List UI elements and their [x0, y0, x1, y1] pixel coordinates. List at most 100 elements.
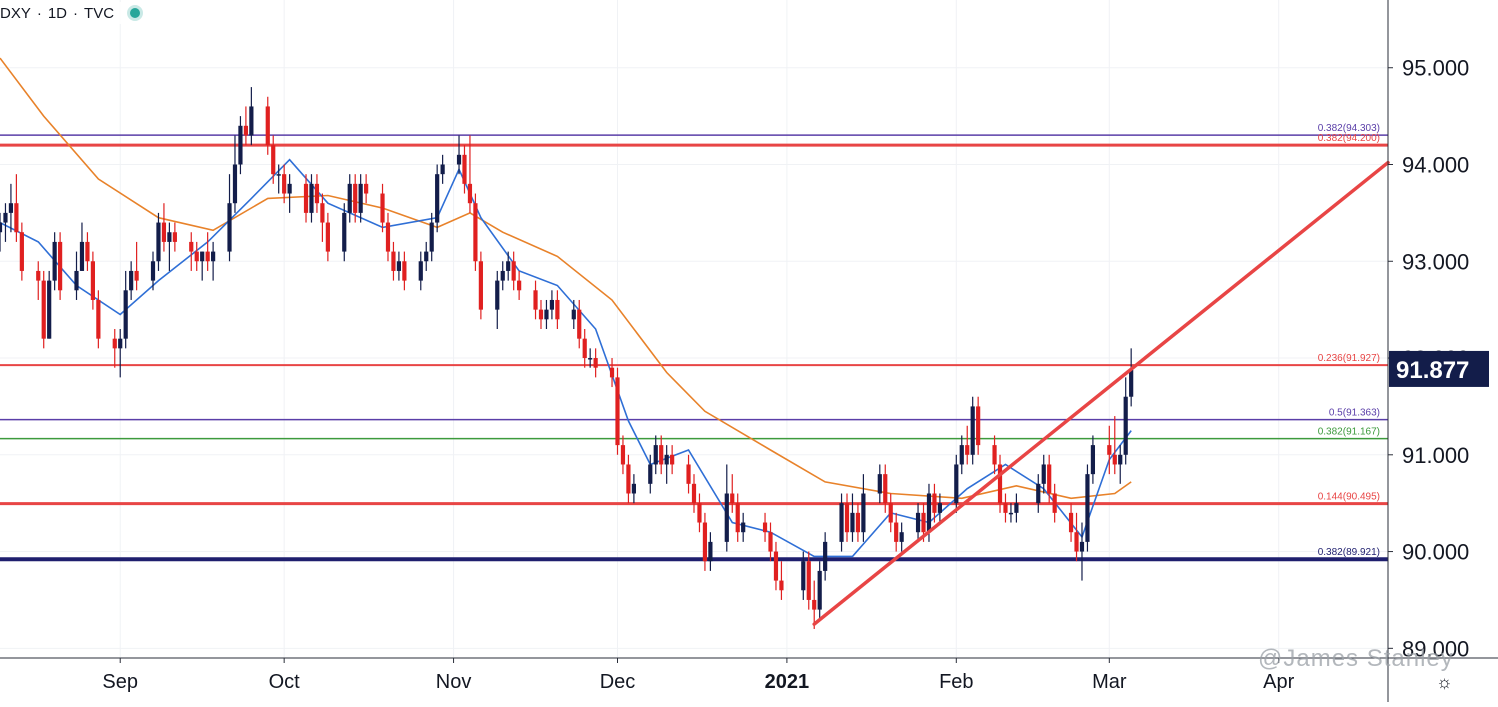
gear-icon[interactable]: ☼	[1436, 672, 1453, 692]
candle-body	[1090, 445, 1096, 475]
candle-body	[150, 261, 156, 281]
candle-body	[1107, 445, 1112, 455]
candle-body	[440, 164, 445, 175]
candles	[0, 87, 1134, 629]
candle-body	[670, 454, 675, 465]
support-trendline[interactable]	[812, 160, 1390, 626]
candle-body	[965, 445, 970, 455]
market-status-dot	[130, 8, 141, 18]
time-tick-label: Mar	[1092, 671, 1127, 693]
candle-body	[1068, 512, 1074, 533]
fib-level-label: 0.144(90.495)	[1318, 492, 1380, 503]
candle-body	[429, 222, 434, 252]
candle-body	[1052, 493, 1057, 513]
candle-body	[517, 280, 522, 291]
candle-body	[735, 503, 740, 533]
candle-body	[577, 309, 582, 339]
candle-body	[626, 464, 631, 494]
price-tick-label: 93.000	[1402, 249, 1469, 274]
candle-body	[1129, 369, 1134, 397]
candle-body	[894, 522, 899, 542]
candle-body	[976, 406, 981, 446]
candle-body	[1008, 512, 1014, 515]
candle-body	[697, 503, 702, 523]
candle-body	[478, 261, 483, 310]
candle-body	[1112, 454, 1117, 465]
candle-body	[921, 512, 926, 533]
fib-level-label: 0.5(91.363)	[1329, 408, 1380, 419]
candle-body	[41, 280, 46, 339]
candle-body	[992, 445, 997, 465]
candle-body	[1041, 464, 1046, 484]
symbol-label[interactable]: DXY	[0, 4, 31, 22]
candle-body	[773, 551, 779, 581]
candle-body	[812, 599, 817, 610]
candle-body	[1014, 503, 1019, 513]
candle-body	[364, 183, 369, 194]
candle-body	[418, 261, 423, 281]
candle-body	[232, 164, 238, 204]
candle-body	[538, 309, 544, 320]
candle-body	[659, 445, 664, 465]
candle-body	[265, 106, 270, 146]
candle-body	[959, 445, 964, 465]
time-tick-label: Apr	[1263, 671, 1294, 693]
candle-body	[495, 280, 500, 310]
candle-body	[129, 270, 134, 291]
candle-body	[609, 367, 615, 378]
time-tick-label: Nov	[436, 671, 472, 693]
candle-body	[314, 183, 320, 204]
candle-body	[888, 503, 893, 523]
candle-body	[211, 251, 216, 262]
price-tick-label: 94.000	[1402, 153, 1469, 178]
candle-body	[664, 454, 669, 465]
candle-body	[0, 222, 3, 233]
candle-body	[954, 464, 959, 504]
candle-body	[691, 483, 697, 504]
candle-body	[396, 261, 402, 271]
candle-body	[249, 106, 254, 136]
candle-body	[424, 251, 429, 262]
time-tick-label: Oct	[269, 671, 301, 693]
candle-body	[282, 174, 287, 194]
candle-body	[123, 290, 128, 339]
candle-body	[861, 493, 866, 533]
trendline[interactable]	[812, 160, 1390, 626]
candle-body	[582, 338, 587, 359]
candle-body	[506, 261, 511, 271]
fib-level-label: 0.382(94.200)	[1318, 133, 1380, 144]
candle-body	[14, 203, 19, 233]
candle-body	[309, 183, 314, 213]
candle-body	[806, 561, 811, 600]
candle-body	[877, 474, 882, 494]
candle-body	[353, 183, 358, 213]
interval-label[interactable]: 1D	[47, 4, 68, 22]
candle-body	[303, 183, 309, 213]
candle-body	[47, 280, 52, 339]
candle-body	[456, 154, 462, 165]
candle-body	[588, 358, 593, 360]
candle-body	[167, 232, 172, 242]
candle-body	[1085, 474, 1090, 542]
sma_long-line	[0, 57, 1132, 500]
candle-body	[511, 261, 516, 281]
fib-level-label: 0.236(91.927)	[1318, 353, 1380, 364]
candle-body	[467, 183, 473, 204]
candle-body	[227, 203, 232, 252]
fib-level-label: 0.382(89.921)	[1318, 547, 1380, 558]
candle-body	[52, 241, 57, 281]
candle-body	[620, 445, 626, 465]
candle-body	[243, 125, 249, 136]
candle-body	[194, 251, 199, 262]
fib-level-label: 0.382(94.303)	[1318, 123, 1380, 134]
candle-body	[74, 270, 79, 291]
candle-body	[112, 338, 117, 349]
candle-body	[320, 203, 325, 223]
candle-body	[544, 309, 549, 320]
candle-body	[1003, 503, 1008, 513]
candle-body	[287, 183, 292, 194]
candle-body	[85, 241, 90, 262]
